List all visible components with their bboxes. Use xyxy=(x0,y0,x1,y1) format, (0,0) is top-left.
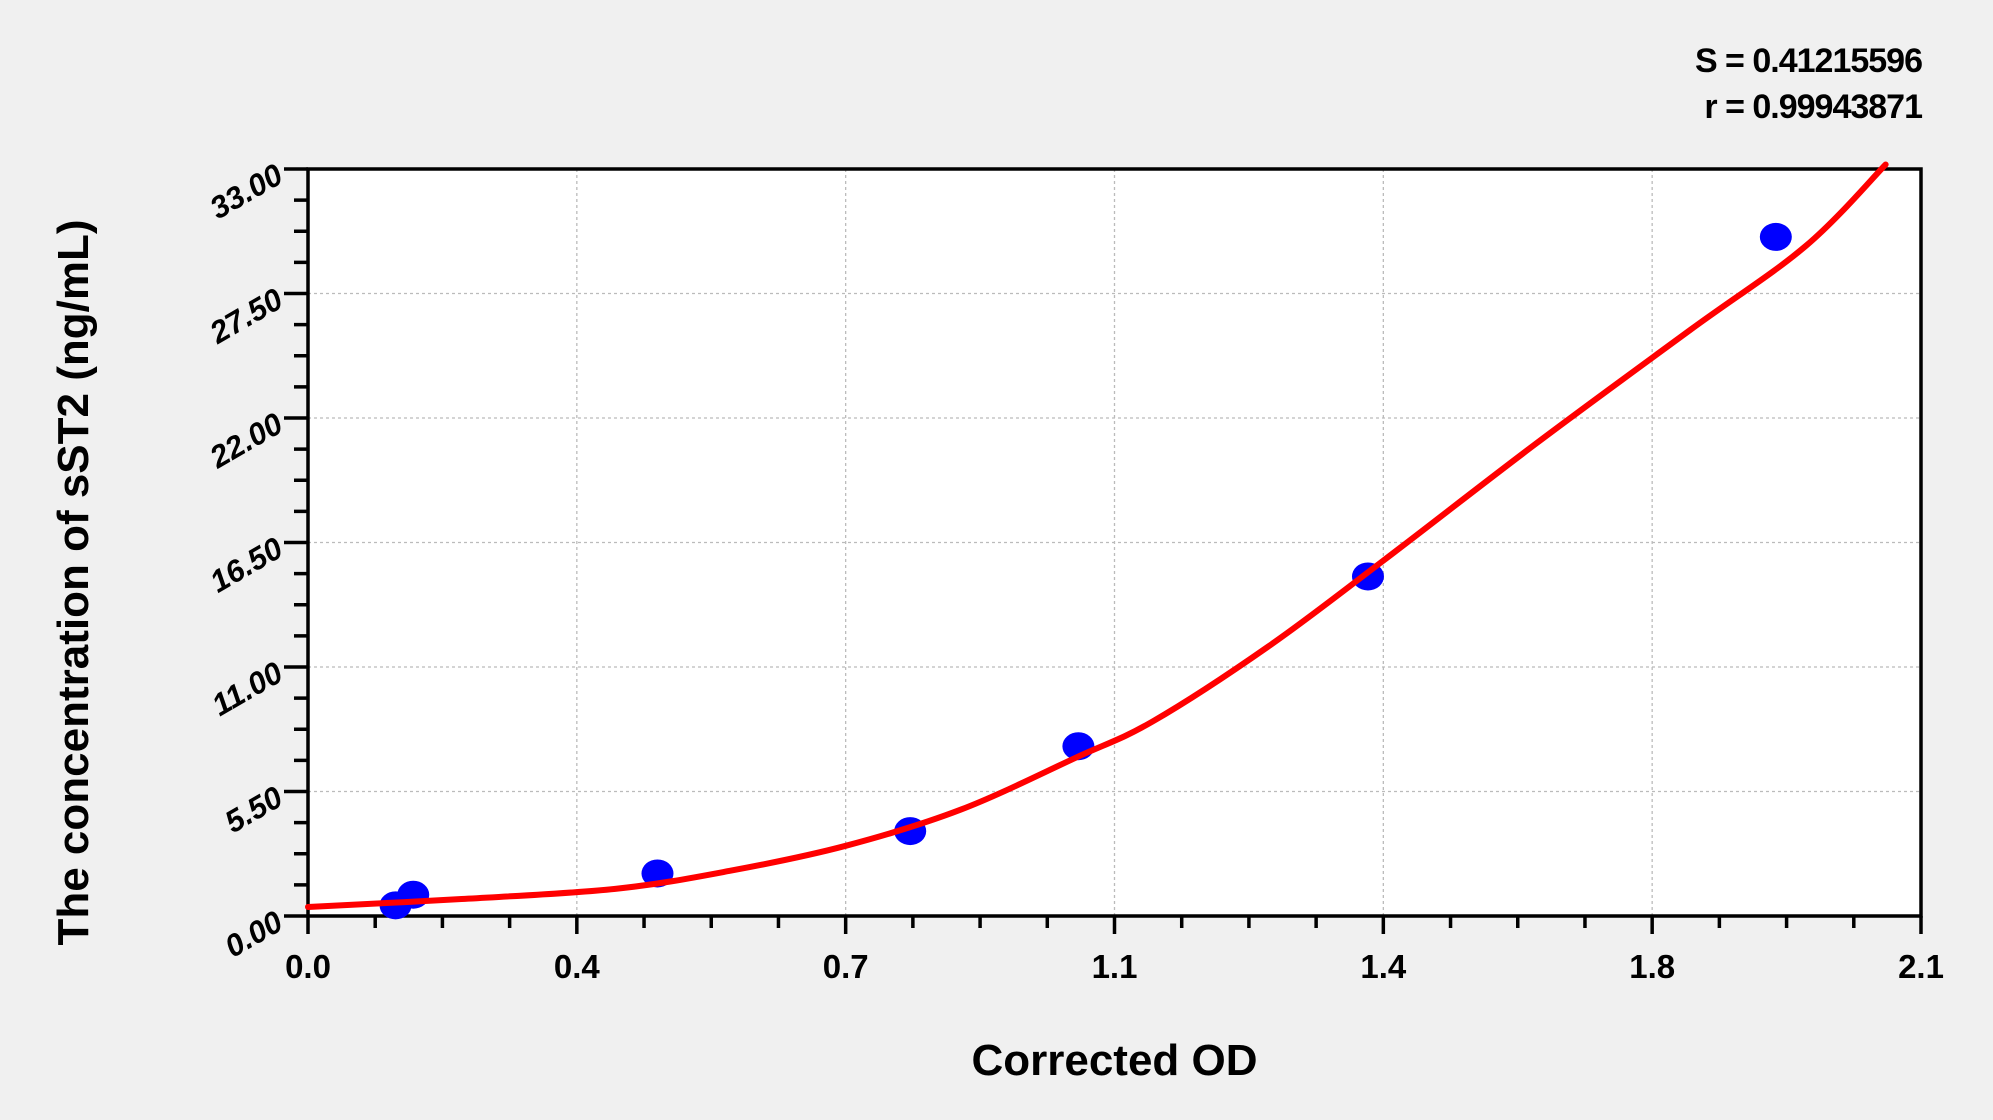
data-point xyxy=(1759,222,1792,251)
x-tick-label: 0.0 xyxy=(285,948,331,985)
y-tick-label: 22.00 xyxy=(203,406,289,476)
fit-curve xyxy=(305,161,1889,910)
x-tick-label: 2.1 xyxy=(1898,948,1944,985)
y-tick-label: 16.50 xyxy=(204,530,289,599)
y-tick-label: 0.00 xyxy=(219,904,289,964)
s-statistic: S = 0.41215596 xyxy=(1694,42,1923,80)
x-tick-label: 0.4 xyxy=(554,948,601,985)
x-tick-label: 1.8 xyxy=(1629,948,1675,985)
y-tick-label: 11.00 xyxy=(206,655,289,723)
y-tick-label: 33.00 xyxy=(204,157,289,226)
x-tick-label: 1.1 xyxy=(1092,948,1138,985)
y-axis-label: The concentration of sST2 (ng/mL) xyxy=(49,219,98,945)
y-tick-label: 5.50 xyxy=(219,779,289,839)
x-axis-label: Corrected OD xyxy=(971,1036,1257,1085)
r-statistic: r = 0.99943871 xyxy=(1704,88,1923,126)
x-tick-label: 0.7 xyxy=(823,948,869,985)
x-tick-label: 1.4 xyxy=(1360,948,1407,985)
y-tick-label: 27.50 xyxy=(203,281,289,351)
